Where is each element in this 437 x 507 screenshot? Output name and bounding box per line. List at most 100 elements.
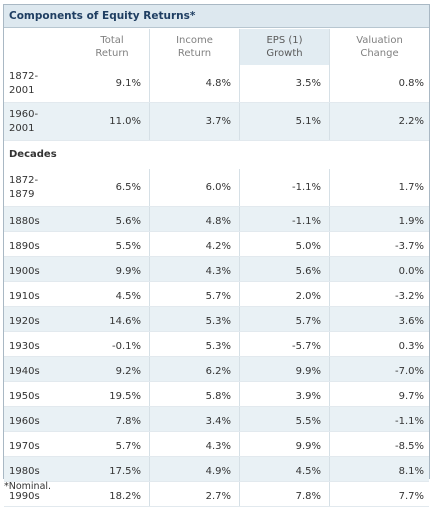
footnote: *Nominal. bbox=[4, 481, 52, 492]
table-row: 1930s -0.1% 5.3% -5.7% 0.3% bbox=[4, 332, 429, 357]
table-row: 1960- 2001 11.0% 3.7% 5.1% 2.2% bbox=[4, 103, 429, 141]
eps-growth: 5.1% bbox=[239, 103, 329, 141]
column-header-income-return: Income Return bbox=[149, 29, 239, 65]
eps-growth: -5.7% bbox=[239, 332, 329, 357]
eps-growth: 2.0% bbox=[239, 282, 329, 307]
eps-growth: 3.5% bbox=[239, 65, 329, 103]
valuation-change: 3.6% bbox=[329, 307, 429, 332]
total-return: 5.7% bbox=[115, 441, 141, 452]
row-label-text: 1872- bbox=[9, 71, 39, 82]
valuation-change: 0.0% bbox=[329, 257, 429, 282]
row-label: 1910s bbox=[4, 282, 75, 307]
valuation-change: 0.8% bbox=[329, 65, 429, 103]
column-header-eps-growth-text: EPS (1) bbox=[266, 35, 303, 46]
column-header-row-label bbox=[4, 29, 75, 65]
row-label-text: 1990s bbox=[9, 491, 40, 502]
row-divider bbox=[4, 331, 429, 332]
income-return: 4.8% bbox=[149, 207, 239, 232]
income-return: 4.8% bbox=[149, 65, 239, 103]
row-label-text: 1940s bbox=[9, 366, 40, 377]
total-return: 9.2% bbox=[115, 366, 141, 377]
total-return: -0.1% bbox=[111, 341, 141, 352]
row-label-text: 1890s bbox=[9, 241, 40, 252]
valuation-change: 1.9% bbox=[329, 207, 429, 232]
row-label: 1930s bbox=[4, 332, 75, 357]
column-header-eps-growth: EPS (1) Growth bbox=[239, 29, 329, 65]
row-label: 1970s bbox=[4, 432, 75, 457]
row-divider bbox=[4, 140, 429, 141]
table-row: 1920s 14.6% 5.3% 5.7% 3.6% bbox=[4, 307, 429, 332]
table-title: Components of Equity Returns* bbox=[4, 5, 429, 28]
row-label: 1880s bbox=[4, 207, 75, 232]
row-label-text: 2001 bbox=[9, 85, 35, 96]
row-label: 1872- 2001 bbox=[4, 65, 75, 103]
row-label-text: 1960- bbox=[9, 109, 39, 120]
row-divider bbox=[4, 256, 429, 257]
row-divider bbox=[4, 456, 429, 457]
valuation-change: 2.2% bbox=[329, 103, 429, 141]
eps-growth: -1.1% bbox=[239, 169, 329, 207]
column-header-valuation-change-text: Valuation bbox=[356, 35, 403, 46]
valuation-change: -8.5% bbox=[329, 432, 429, 457]
valuation-change: -7.0% bbox=[329, 357, 429, 382]
total-return: 17.5% bbox=[109, 466, 141, 477]
row-divider bbox=[4, 381, 429, 382]
total-return: 6.5% bbox=[115, 182, 141, 193]
row-label: 1990s bbox=[4, 482, 75, 507]
row-divider bbox=[4, 406, 429, 407]
column-header-income-return-text: Income bbox=[176, 35, 213, 46]
income-return: 4.2% bbox=[149, 232, 239, 257]
row-label: 1980s bbox=[4, 457, 75, 482]
row-label-text: 1980s bbox=[9, 466, 40, 477]
table-row: 1960s 7.8% 3.4% 5.5% -1.1% bbox=[4, 407, 429, 432]
row-label-text: 1872- bbox=[9, 175, 39, 186]
total-return: 14.6% bbox=[109, 316, 141, 327]
total-return: 11.0% bbox=[109, 116, 141, 127]
row-label-text: 1970s bbox=[9, 441, 40, 452]
table-row: 1872- 1879 6.5% 6.0% -1.1% 1.7% bbox=[4, 169, 429, 207]
eps-growth: 9.9% bbox=[239, 357, 329, 382]
income-return: 4.3% bbox=[149, 257, 239, 282]
income-return: 4.9% bbox=[149, 457, 239, 482]
header-row: Total Return Income Return EPS (1) Growth Valu… bbox=[4, 29, 429, 65]
column-header-total-return-text: Return bbox=[95, 48, 129, 59]
valuation-change: 8.1% bbox=[329, 457, 429, 482]
valuation-change: 1.7% bbox=[329, 169, 429, 207]
income-return: 5.7% bbox=[149, 282, 239, 307]
row-label-text: 1900s bbox=[9, 266, 40, 277]
row-label-text: 1960s bbox=[9, 416, 40, 427]
eps-growth: 5.7% bbox=[239, 307, 329, 332]
row-label: 1890s bbox=[4, 232, 75, 257]
income-return: 6.2% bbox=[149, 357, 239, 382]
total-return: 5.6% bbox=[115, 216, 141, 227]
income-return: 3.7% bbox=[149, 103, 239, 141]
column-header-income-return-text: Return bbox=[177, 48, 212, 59]
row-label: 1920s bbox=[4, 307, 75, 332]
total-return: 4.5% bbox=[115, 291, 141, 302]
table-row: 1900s 9.9% 4.3% 5.6% 0.0% bbox=[4, 257, 429, 282]
eps-growth: 9.9% bbox=[239, 432, 329, 457]
income-return: 4.3% bbox=[149, 432, 239, 457]
eps-growth: 7.8% bbox=[239, 482, 329, 507]
row-divider bbox=[4, 206, 429, 207]
row-label-text: 1950s bbox=[9, 391, 40, 402]
row-divider bbox=[4, 231, 429, 232]
row-label-text: 1920s bbox=[9, 316, 40, 327]
eps-growth: 5.0% bbox=[239, 232, 329, 257]
row-divider bbox=[4, 102, 429, 103]
eps-growth: 5.5% bbox=[239, 407, 329, 432]
eps-growth: 3.9% bbox=[239, 382, 329, 407]
row-divider bbox=[4, 431, 429, 432]
table-row: 1970s 5.7% 4.3% 9.9% -8.5% bbox=[4, 432, 429, 457]
valuation-change: 7.7% bbox=[329, 482, 429, 507]
valuation-change: -1.1% bbox=[329, 407, 429, 432]
section-row: Decades bbox=[4, 141, 429, 169]
total-return: 19.5% bbox=[109, 391, 141, 402]
table-row: 1950s 19.5% 5.8% 3.9% 9.7% bbox=[4, 382, 429, 407]
income-return: 6.0% bbox=[149, 169, 239, 207]
row-divider bbox=[4, 306, 429, 307]
total-return: 9.1% bbox=[115, 78, 141, 89]
row-label: 1960s bbox=[4, 407, 75, 432]
eps-growth: 4.5% bbox=[239, 457, 329, 482]
table-row: 1910s 4.5% 5.7% 2.0% -3.2% bbox=[4, 282, 429, 307]
